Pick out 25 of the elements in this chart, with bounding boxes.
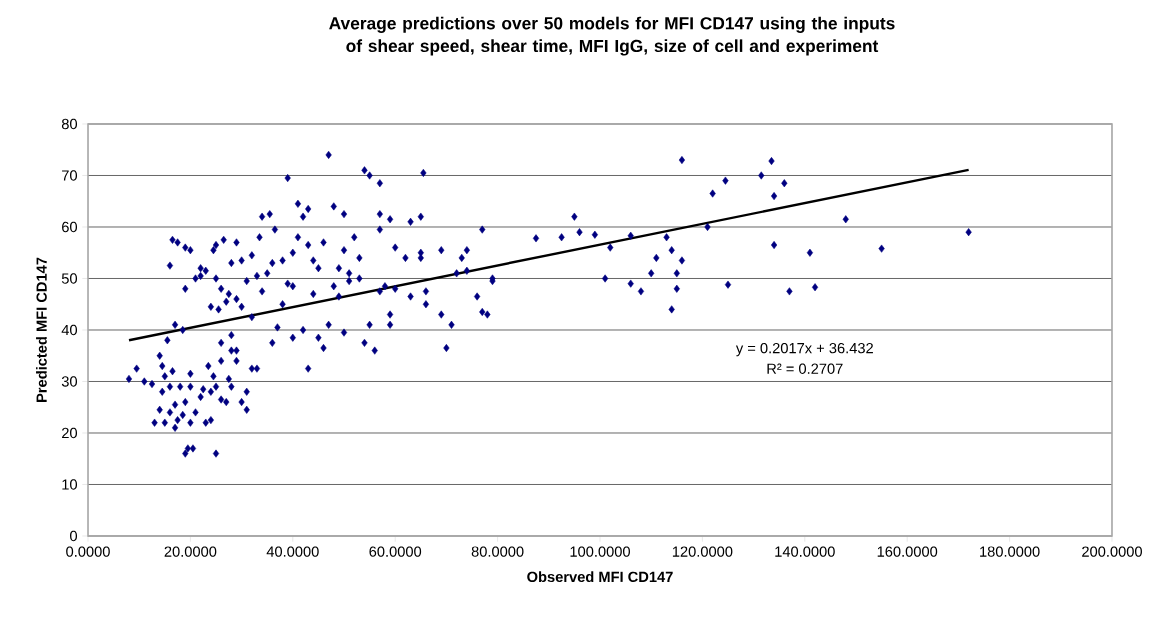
x-tick-label: 200.0000: [1082, 546, 1142, 557]
y-tick-label: 80: [61, 118, 78, 130]
annotation: R² = 0.2707: [767, 363, 843, 374]
y-tick-label: 0: [70, 530, 78, 542]
x-tick-label: 160.0000: [877, 546, 938, 557]
y-tick-label: 60: [62, 221, 78, 233]
annotation: y = 0.2017x + 36.432: [735, 342, 873, 357]
chart-title: Average predictions over 50 models for MFI CD147 using the inputs of shear speed, shear time, MFI IgG, size of cell and experiment: [329, 16, 895, 56]
x-tick-label: 100.0000: [570, 546, 630, 557]
x-tick-label: 180.0000: [980, 546, 1040, 557]
y-tick-label: 40: [61, 324, 78, 336]
y-tick-label: 10: [62, 479, 78, 490]
x-tick-label: 140.0000: [775, 546, 835, 557]
x-tick-label: 60.0000: [369, 546, 422, 557]
x-tick-label: 80.0000: [471, 546, 524, 557]
x-tick-label: 20.0000: [164, 546, 217, 557]
x-tick-label: 120.0000: [672, 546, 733, 557]
y-tick-label: 50: [61, 273, 78, 284]
x-axis-title: Observed MFI CD147: [527, 571, 673, 583]
x-tick-label: 40.0000: [266, 546, 319, 557]
y-tick-label: 30: [61, 376, 78, 387]
y-axis-title: Predicted MFI CD147: [36, 257, 47, 402]
y-tick-label: 20: [62, 427, 78, 439]
y-tick-label: 70: [62, 170, 78, 181]
x-tick-label: 0.0000: [66, 546, 110, 557]
